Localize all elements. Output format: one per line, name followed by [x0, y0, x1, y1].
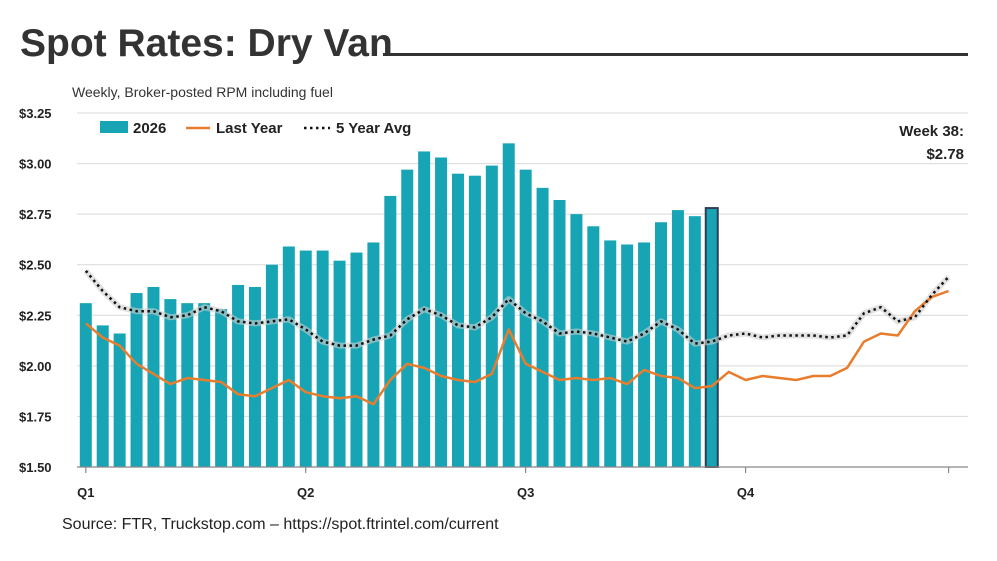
bar	[113, 333, 126, 467]
y-tick-label: $2.00	[19, 359, 52, 374]
bar	[671, 210, 684, 467]
title-underline	[383, 53, 968, 56]
bar	[299, 250, 312, 467]
bar	[587, 226, 600, 467]
y-tick-label: $3.25	[19, 106, 52, 121]
bar	[333, 260, 346, 467]
bar	[519, 169, 532, 467]
x-tick-label: Q2	[297, 485, 314, 500]
avg-line-shadow	[83, 268, 951, 349]
bar	[604, 240, 617, 467]
bar	[655, 222, 667, 467]
page-title: Spot Rates: Dry Van	[20, 22, 393, 65]
bar	[130, 293, 143, 467]
bar	[570, 214, 583, 467]
y-tick-label: $3.00	[19, 157, 52, 172]
bar	[536, 187, 549, 468]
chart-subtitle: Weekly, Broker-posted RPM including fuel	[72, 84, 333, 100]
bar	[350, 252, 363, 467]
legend-label: 2026	[133, 120, 166, 137]
bar	[502, 143, 515, 468]
callout-week-label: Week 38:	[899, 123, 964, 140]
bar	[451, 173, 464, 467]
week-callout: Week 38: $2.78	[899, 123, 964, 163]
x-axis: Q1 Q2 Q3 Q4	[77, 466, 968, 500]
bar	[638, 242, 651, 467]
bar	[265, 264, 278, 467]
x-tick-label: Q4	[737, 485, 755, 500]
bar	[621, 244, 634, 467]
line-series	[83, 268, 951, 406]
bar	[232, 284, 245, 467]
bar	[79, 303, 92, 467]
bar	[316, 250, 329, 467]
source-note: Source: FTR, Truckstop.com – https://spo…	[62, 516, 499, 533]
bar	[96, 325, 109, 467]
y-tick-label: $2.50	[19, 258, 52, 273]
bar	[282, 246, 295, 467]
legend-swatch-bar	[100, 121, 128, 133]
y-tick-label: $2.75	[19, 207, 52, 222]
bar	[181, 303, 194, 467]
bar	[248, 286, 261, 467]
legend: 2026 Last Year 5 Year Avg	[100, 120, 411, 137]
bar	[215, 309, 228, 467]
bar	[367, 242, 380, 467]
bar-series-2026	[79, 143, 719, 468]
x-tick-label: Q1	[77, 485, 94, 500]
y-tick-label: $2.25	[19, 308, 52, 323]
x-tick-label: Q3	[517, 485, 534, 500]
legend-label: Last Year	[216, 120, 283, 137]
bar	[147, 286, 160, 467]
last-year-line	[84, 289, 950, 406]
y-axis: $1.50 $1.75 $2.00 $2.25 $2.50 $2.75 $3.00 $3.25	[19, 106, 52, 475]
callout-value-label: $2.78	[926, 146, 964, 163]
legend-label: 5 Year Avg	[336, 120, 411, 137]
y-tick-label: $1.50	[19, 460, 52, 475]
bar	[198, 303, 211, 467]
y-tick-label: $1.75	[19, 409, 52, 424]
bar	[468, 175, 481, 468]
